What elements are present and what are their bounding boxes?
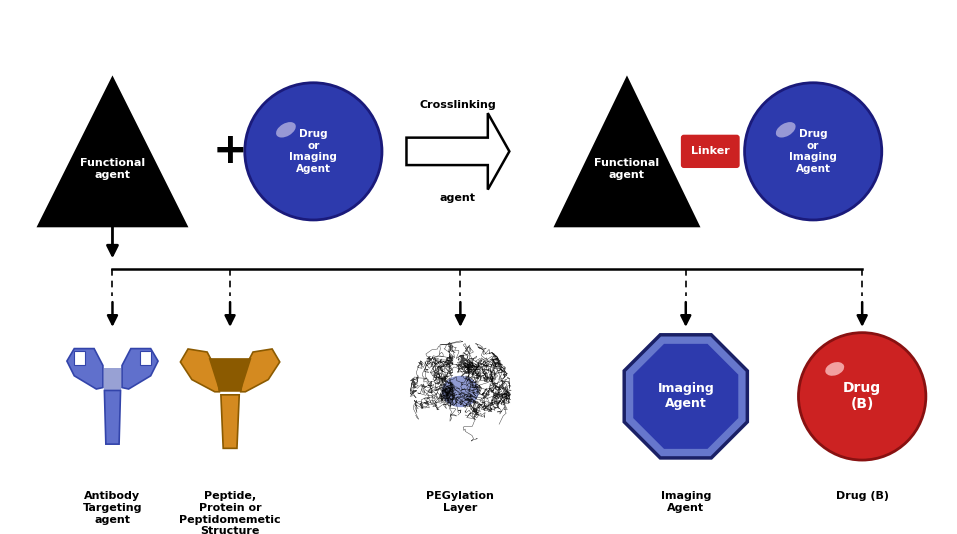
Text: Functional
agent: Functional agent <box>79 158 145 180</box>
Text: Crosslinking: Crosslinking <box>419 100 497 110</box>
Circle shape <box>745 83 881 220</box>
Polygon shape <box>241 349 279 392</box>
Ellipse shape <box>776 122 795 138</box>
Polygon shape <box>180 349 219 392</box>
Polygon shape <box>221 395 239 449</box>
Text: Drug (B): Drug (B) <box>835 491 889 501</box>
Ellipse shape <box>276 122 296 138</box>
Text: +: + <box>212 130 248 172</box>
Polygon shape <box>209 358 252 392</box>
Text: Drug
or
Imaging
Agent: Drug or Imaging Agent <box>289 129 337 174</box>
Polygon shape <box>104 390 121 444</box>
Text: Imaging
Agent: Imaging Agent <box>657 382 714 410</box>
Circle shape <box>798 333 925 460</box>
Text: PEGylation
Layer: PEGylation Layer <box>427 491 495 513</box>
Polygon shape <box>553 75 701 227</box>
Text: Drug
or
Imaging
Agent: Drug or Imaging Agent <box>790 129 837 174</box>
Text: agent: agent <box>440 193 476 202</box>
Polygon shape <box>407 113 509 190</box>
Text: Linker: Linker <box>691 146 729 156</box>
Text: Imaging
Agent: Imaging Agent <box>660 491 711 513</box>
Circle shape <box>245 83 382 220</box>
FancyBboxPatch shape <box>680 135 740 168</box>
Text: Functional
agent: Functional agent <box>594 158 659 180</box>
Polygon shape <box>104 368 121 390</box>
Text: Antibody
Targeting
agent: Antibody Targeting agent <box>82 491 143 524</box>
Polygon shape <box>75 351 84 365</box>
Polygon shape <box>122 349 158 389</box>
Ellipse shape <box>442 376 479 407</box>
Polygon shape <box>141 351 150 365</box>
Polygon shape <box>634 344 738 449</box>
Polygon shape <box>624 335 747 458</box>
Polygon shape <box>67 349 103 389</box>
Ellipse shape <box>825 362 844 376</box>
Text: Peptide,
Protein or
Peptidomemetic
Structure: Peptide, Protein or Peptidomemetic Struc… <box>179 491 281 534</box>
Text: Drug
(B): Drug (B) <box>843 381 881 412</box>
Polygon shape <box>36 75 189 227</box>
